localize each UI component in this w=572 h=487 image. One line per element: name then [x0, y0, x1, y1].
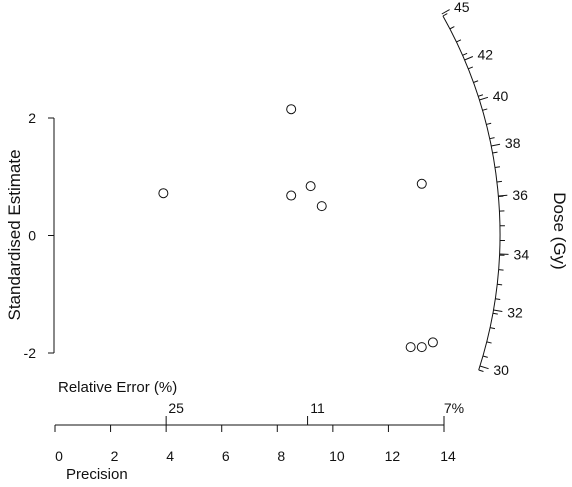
dose-axis-title: Dose (Gy)	[550, 192, 569, 269]
x-tick-label: 12	[385, 448, 401, 464]
relative-error-tick-label: 25	[168, 400, 184, 416]
dose-minor-tick	[443, 14, 447, 16]
x-tick-label: 8	[277, 448, 285, 464]
dose-minor-tick	[483, 356, 488, 357]
relative-error-axis: 25 11 7%	[166, 400, 464, 425]
dose-minor-tick	[490, 328, 495, 329]
dose-tick	[442, 10, 450, 14]
dose-minor-tick	[450, 27, 454, 29]
dose-tick-label: 32	[507, 304, 523, 320]
dose-minor-tick	[479, 370, 484, 372]
x-tick-label: 6	[222, 448, 230, 464]
dose-tick	[491, 144, 500, 146]
dose-tick	[465, 56, 473, 60]
data-point	[159, 189, 168, 198]
relative-error-title: Relative Error (%)	[58, 379, 177, 396]
data-point	[287, 105, 296, 114]
y-tick-label: 0	[28, 228, 36, 244]
x-tick-label: 4	[166, 448, 174, 464]
dose-tick-label: 42	[477, 47, 493, 63]
dose-minor-tick	[486, 123, 491, 124]
dose-minor-tick	[473, 81, 478, 83]
dose-arc	[443, 16, 500, 370]
dose-tick	[480, 366, 489, 369]
dose-tick	[479, 97, 488, 100]
y-axis-title: Standardised Estimate	[5, 149, 24, 320]
dose-minor-tick	[493, 152, 498, 153]
data-point	[317, 202, 326, 211]
dose-minor-tick	[487, 342, 492, 343]
dose-minor-tick	[468, 67, 473, 69]
dose-minor-tick	[456, 40, 461, 42]
y-tick-label: 2	[28, 110, 36, 126]
dose-tick-label: 36	[512, 187, 528, 203]
data-points	[159, 105, 438, 352]
dose-tick-label: 34	[514, 247, 530, 263]
dose-minor-tick	[490, 138, 495, 139]
dose-tick	[498, 195, 507, 196]
data-point	[428, 338, 437, 347]
x-tick-label: 0	[55, 448, 63, 464]
x-tick-label: 10	[329, 448, 345, 464]
data-point	[306, 182, 315, 191]
dose-tick	[493, 310, 502, 312]
dose-minor-tick	[482, 109, 487, 110]
dose-minor-tick	[497, 284, 502, 285]
x-axis-title: Precision	[66, 466, 128, 482]
dose-minor-tick	[497, 181, 502, 182]
dose-tick-label: 38	[505, 135, 521, 151]
dose-minor-tick	[495, 167, 500, 168]
dose-minor-tick	[478, 95, 483, 97]
dose-minor-tick	[495, 299, 500, 300]
y-axis: -2 0 2	[24, 110, 54, 361]
relative-error-tick-label: 7%	[444, 400, 464, 416]
data-point	[287, 191, 296, 200]
data-point	[406, 343, 415, 352]
dose-radial-axis: 30 32 34 36 38 40 42 45	[442, 0, 530, 378]
x-tick-label: 14	[440, 448, 456, 464]
data-point	[417, 343, 426, 352]
y-tick-label: -2	[24, 345, 37, 361]
dose-minor-tick	[493, 313, 498, 314]
precision-axis: 0 2 4 6 8 10 12 14	[55, 425, 456, 464]
x-tick-label: 2	[111, 448, 119, 464]
relative-error-tick-label: 11	[310, 400, 325, 416]
dose-tick-label: 45	[454, 0, 470, 15]
dose-tick-label: 30	[493, 362, 509, 378]
dose-tick-label: 40	[493, 88, 509, 104]
data-point	[417, 179, 426, 188]
dose-minor-tick	[463, 53, 468, 55]
